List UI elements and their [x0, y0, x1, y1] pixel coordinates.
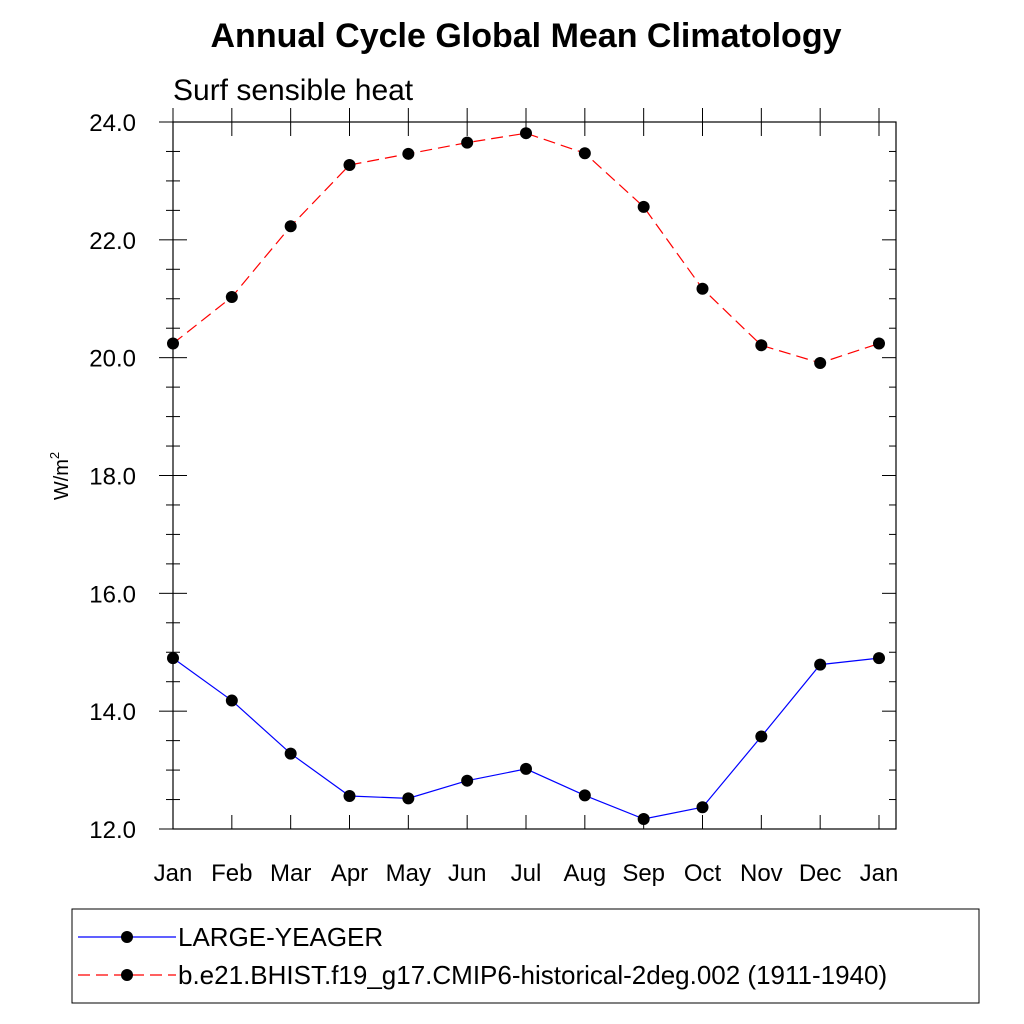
- series-1-point: [520, 762, 532, 775]
- series-2-point: [461, 136, 474, 149]
- series-2-point: [755, 339, 768, 352]
- series-2-point: [167, 337, 179, 350]
- series-2-point: [637, 200, 650, 213]
- x-tick-label: Apr: [331, 860, 368, 887]
- legend: LARGE-YEAGER b.e21.BHIST.f19_g17.CMIP6-hi…: [71, 908, 980, 1004]
- x-tick-label: Oct: [684, 860, 722, 887]
- series-1-point: [578, 789, 591, 802]
- series-line-2: [172, 132, 880, 364]
- x-tick-label: May: [386, 860, 431, 887]
- legend-box: [71, 908, 980, 1004]
- legend-label-1: LARGE-YEAGER: [178, 922, 383, 952]
- x-tick-label: Jan: [154, 860, 193, 887]
- series-1-point: [755, 730, 768, 743]
- chart-subtitle: Surf sensible heat: [173, 74, 414, 107]
- y-axis-label: W/m2: [47, 452, 73, 500]
- x-tick-label: Jun: [448, 860, 487, 887]
- x-tick-label: Mar: [270, 860, 311, 887]
- legend-marker-1: [121, 931, 133, 943]
- series-layer: [167, 127, 885, 825]
- y-tick-label: 24.0: [89, 110, 136, 137]
- series-1-point: [696, 801, 709, 814]
- series-2-point: [520, 127, 532, 140]
- series-line-1: [172, 657, 880, 820]
- chart-title: Annual Cycle Global Mean Climatology: [211, 17, 842, 55]
- series-2-point: [696, 282, 709, 295]
- series-1-point: [343, 790, 356, 803]
- series-2-point: [284, 220, 297, 233]
- y-tick-label: 18.0: [89, 464, 136, 491]
- y-axis-label-text: W/m: [51, 459, 73, 500]
- series-1-point: [225, 694, 238, 707]
- series-1-point: [402, 792, 415, 805]
- series-2-point: [578, 147, 591, 160]
- y-tick-label: 14.0: [89, 699, 136, 726]
- legend-label-2: b.e21.BHIST.f19_g17.CMIP6-historical-2de…: [178, 960, 887, 990]
- plot-frame: [172, 121, 897, 830]
- x-tick-label: Aug: [563, 860, 606, 887]
- x-tick-label: Dec: [799, 860, 842, 887]
- series-1-point: [873, 652, 885, 665]
- series-1-point: [167, 652, 179, 665]
- x-tick-label: Feb: [211, 860, 252, 887]
- legend-marker-2: [121, 969, 133, 981]
- series-1-point: [814, 658, 827, 671]
- x-tick-label: Jan: [860, 860, 899, 887]
- series-1-point: [284, 747, 297, 760]
- y-axis-label-superscript: 2: [47, 452, 62, 459]
- y-tick-label: 22.0: [89, 228, 136, 255]
- y-tick-label: 16.0: [89, 581, 136, 608]
- axes: 12.0 14.0 16.0 18.0 20.0 22.0 24.0 Jan Feb Mar Apr…: [89, 108, 898, 887]
- y-tick-label: 20.0: [89, 346, 136, 373]
- x-tick-label: Nov: [740, 860, 783, 887]
- series-2-point: [814, 356, 827, 369]
- series-1-point: [637, 812, 650, 825]
- x-tick-label: Sep: [622, 860, 665, 887]
- series-2-point: [873, 337, 885, 350]
- series-2-point: [402, 147, 415, 160]
- series-2-point: [225, 290, 238, 303]
- series-1-point: [461, 774, 474, 787]
- y-tick-label: 12.0: [89, 817, 136, 844]
- series-2-point: [343, 159, 356, 172]
- x-tick-label: Jul: [511, 860, 542, 887]
